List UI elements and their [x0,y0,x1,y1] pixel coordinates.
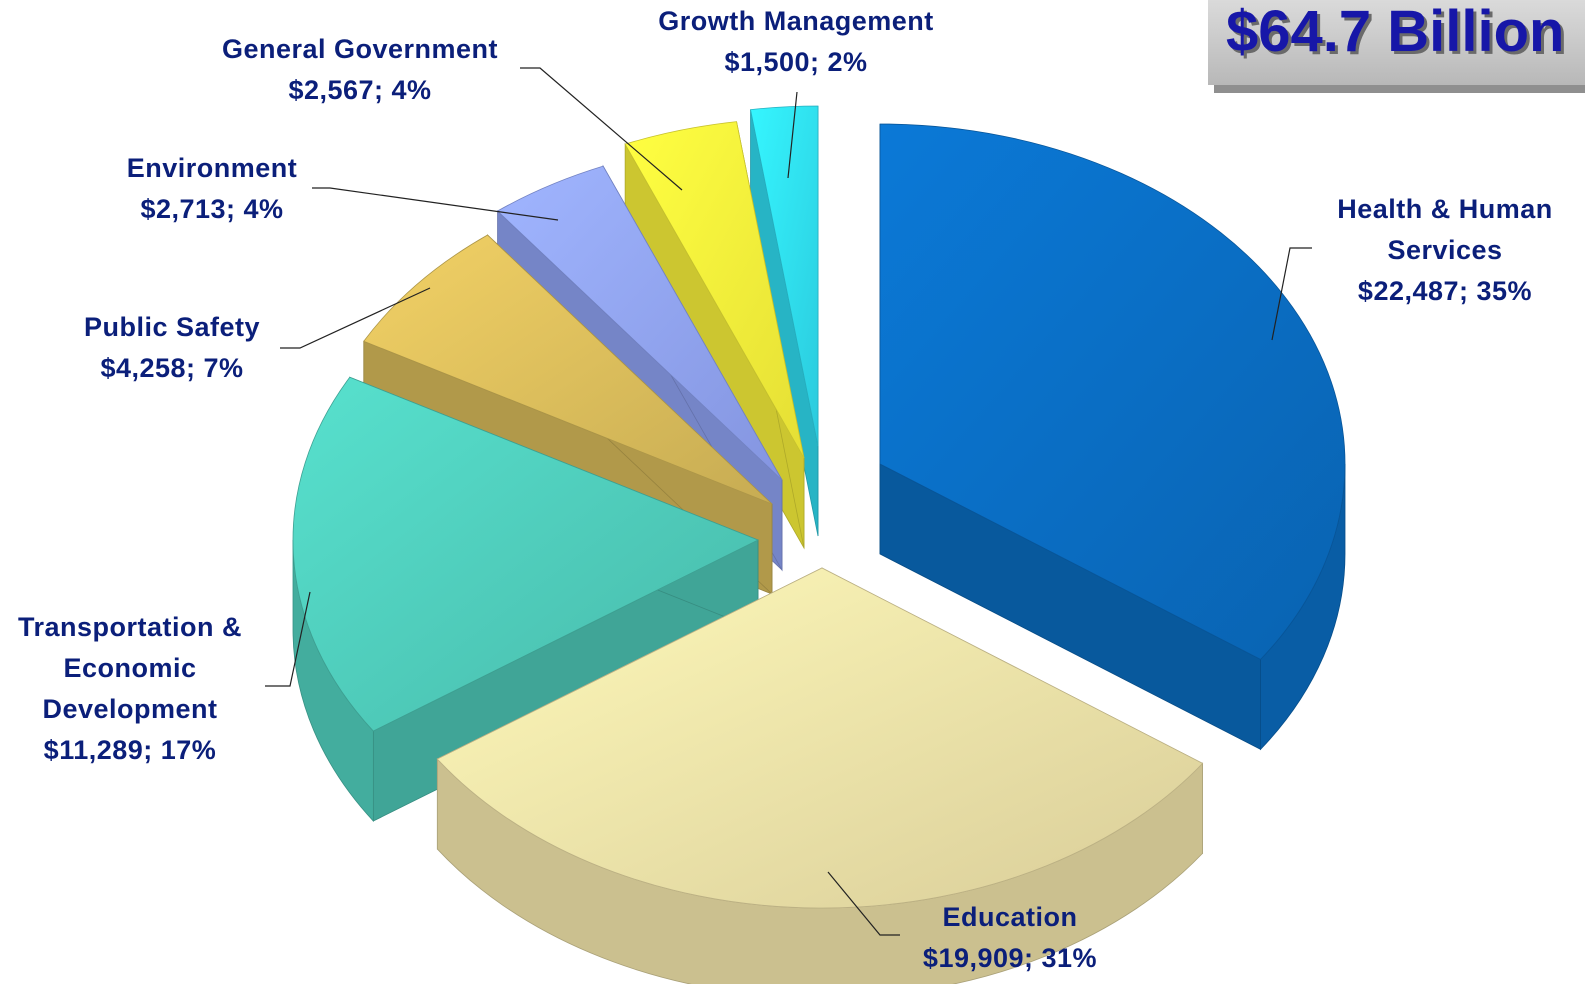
slice-label: General Government $2,567; 4% [222,34,498,105]
slice-label-line: Environment [127,153,298,183]
slice-label: Education $19,909; 31% [923,902,1097,973]
leader-line [787,91,798,179]
slice-label: Health & Human Services $22,487; 35% [1337,194,1553,306]
slice-label-line: Services [1387,235,1502,265]
slice-label-line: $22,487; 35% [1358,276,1532,306]
leader-line [280,287,431,349]
pie-slice-health-human-services [879,123,1346,751]
slice-label: Public Safety $4,258; 7% [84,312,260,383]
pie-slice-education [436,567,1204,984]
slice-label-line: Development [42,694,217,724]
slice-label-line: Growth Management [658,6,934,36]
slice-label-line: Economic [63,653,196,683]
slice-label-line: $2,713; 4% [140,194,283,224]
slice-label-line: Health & Human [1337,194,1553,224]
leader-line [827,871,900,936]
slice-label-line: $2,567; 4% [288,75,431,105]
chart-title: $64.7 Billion [1226,0,1565,64]
slice-label: Environment $2,713; 4% [127,153,298,224]
pie-slice-top [292,376,759,732]
pie-slice-top [624,121,805,459]
slice-label-line: General Government [222,34,498,64]
slice-label-line: $19,909; 31% [923,943,1097,973]
pie-slice-top [363,234,773,505]
slice-label-line: Education [942,902,1077,932]
slice-label: Transportation & Economic Development $11,2… [18,612,242,765]
leader-line [520,67,683,191]
slice-label-line: Public Safety [84,312,260,342]
leader-line [1271,247,1312,341]
slice-label-line: $4,258; 7% [100,353,243,383]
pie-slice-top [879,123,1346,660]
slice-label-line: Transportation & [18,612,242,642]
leader-line [265,591,311,687]
slice-label-line: $11,289; 17% [44,735,217,765]
slice-label-line: $1,500; 2% [724,47,867,77]
leader-line [312,187,559,221]
pie-slice-top [750,105,819,447]
pie-slice-top [436,567,1204,909]
pie-slice-growth-management [750,105,819,537]
total-title-box: $64.7 Billion [1208,0,1585,85]
slice-label: Growth Management $1,500; 2% [658,6,934,77]
